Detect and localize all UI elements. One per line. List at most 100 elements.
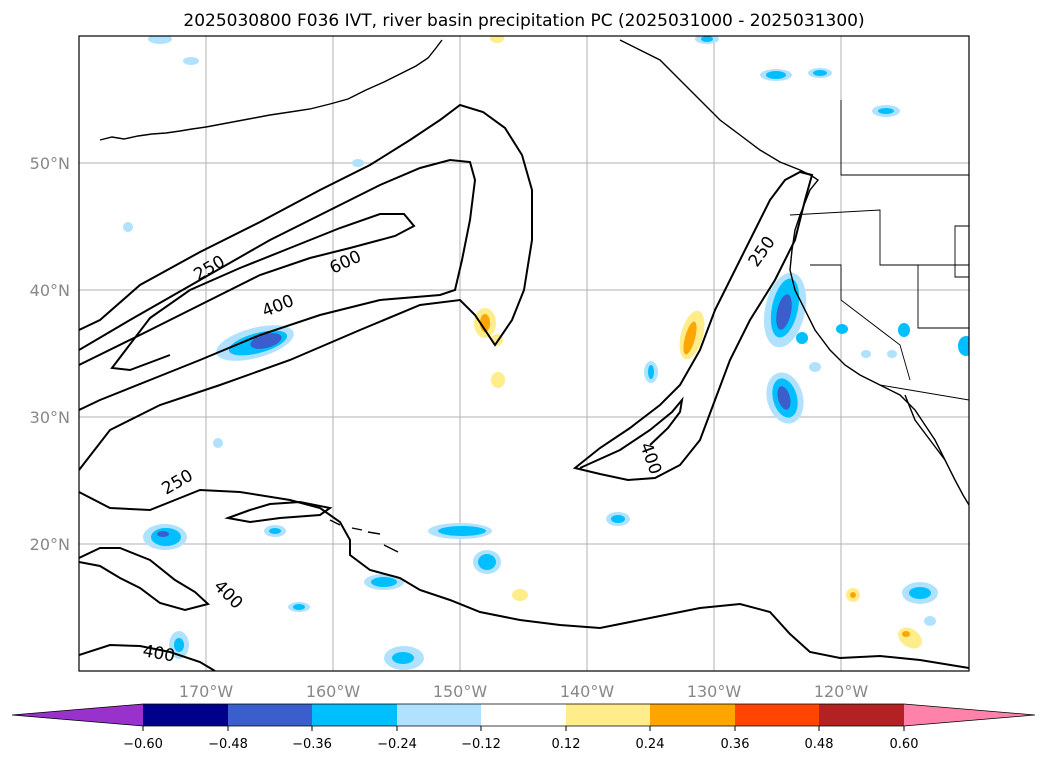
lon-label: 160°W xyxy=(306,682,361,701)
colorbar-tick-label: −0.12 xyxy=(461,737,501,752)
pc-blob xyxy=(478,554,496,570)
ivt-contour-250 xyxy=(79,103,533,471)
pc-blob xyxy=(611,515,625,523)
ivt-contour-600 xyxy=(79,213,416,372)
mexico-border xyxy=(879,384,969,401)
colorbar-bin xyxy=(566,704,650,726)
precip-pc-shading xyxy=(123,36,969,670)
colorbar-tick-label: −0.48 xyxy=(208,737,248,752)
pc-blob xyxy=(352,159,364,167)
lat-label: 30°N xyxy=(30,408,70,427)
lon-label: 120°W xyxy=(814,682,869,701)
colorbar-tick-label: 0.48 xyxy=(805,737,834,752)
ivt-contour-400-south xyxy=(79,547,211,612)
pc-blob xyxy=(293,604,305,610)
pc-blob-positive xyxy=(512,589,528,601)
pc-blob-positive xyxy=(491,372,505,388)
lat-labels: 50°N 40°N 30°N 20°N xyxy=(30,154,70,554)
pc-blob xyxy=(958,336,969,356)
ivt-contours xyxy=(79,103,969,671)
colorbar-bin xyxy=(143,704,228,726)
ivt-contour-400-east xyxy=(579,396,684,469)
colorbar-tick-labels: −0.60 −0.48 −0.36 −0.24 −0.12 0.12 0.24 … xyxy=(123,737,918,752)
pc-blob xyxy=(777,386,791,410)
colorbar-bin xyxy=(312,704,397,726)
colorbar-extend-high xyxy=(904,704,1035,726)
hawaii-islands xyxy=(329,519,399,553)
lon-label: 140°W xyxy=(560,682,615,701)
colorbar-tick-label: −0.24 xyxy=(377,737,417,752)
pc-blob xyxy=(836,324,848,334)
state-border xyxy=(789,209,969,266)
pc-blob xyxy=(898,323,910,337)
colorbar-tick-label: 0.24 xyxy=(636,737,665,752)
lat-label: 40°N xyxy=(30,281,70,300)
ivt-contour-250-east xyxy=(572,170,814,482)
ivt-contour-250-south xyxy=(79,488,969,669)
pc-blob xyxy=(148,36,172,44)
state-border xyxy=(810,264,911,381)
pc-blob xyxy=(701,36,713,42)
ivt-contour-400-bottom xyxy=(79,643,216,671)
pc-blob-positive xyxy=(902,631,910,637)
pc-blob xyxy=(371,577,397,587)
map-background xyxy=(79,36,969,671)
canada-us-border xyxy=(840,100,969,176)
pc-blob xyxy=(123,222,133,232)
colorbar-tick-label: 0.60 xyxy=(890,737,919,752)
ivt-contour-250-islands xyxy=(224,500,333,524)
lat-label: 20°N xyxy=(30,535,70,554)
lon-labels: 170°W 160°W 150°W 140°W 130°W 120°W xyxy=(179,682,869,701)
pc-blob xyxy=(796,332,808,344)
graticule xyxy=(79,36,969,671)
colorbar-tick-label: 0.36 xyxy=(721,737,750,752)
pc-blob xyxy=(809,362,821,372)
colorbar-bin xyxy=(228,704,312,726)
state-border xyxy=(917,265,969,329)
pc-blob-positive xyxy=(850,592,856,598)
ivt-contour-400 xyxy=(79,158,477,411)
pc-blob xyxy=(174,638,184,652)
colorbar-tick-label: −0.60 xyxy=(123,737,163,752)
coastlines xyxy=(99,39,969,553)
pc-blob xyxy=(878,108,894,114)
colorbar-extend-low xyxy=(12,704,143,726)
aleutian-coast xyxy=(99,39,443,141)
lon-label: 130°W xyxy=(687,682,742,701)
colorbar-bin xyxy=(735,704,819,726)
pc-blob xyxy=(157,531,169,537)
pc-blob xyxy=(924,616,936,626)
map-frame xyxy=(78,35,970,672)
pc-blob xyxy=(183,57,199,65)
chart-title: 2025030800 F036 IVT, river basin precipi… xyxy=(183,11,864,31)
colorbar-ticks xyxy=(142,726,905,731)
pc-blob xyxy=(648,365,654,379)
pc-blob xyxy=(887,350,897,358)
pc-blob xyxy=(269,528,281,534)
pc-blob-positive xyxy=(490,36,504,43)
baja-coast xyxy=(904,394,946,461)
lon-label: 170°W xyxy=(179,682,234,701)
lat-label: 50°N xyxy=(30,154,70,173)
colorbar-tick-label: −0.36 xyxy=(292,737,332,752)
pc-blob xyxy=(909,587,931,599)
pc-blob xyxy=(392,652,414,664)
pc-blob xyxy=(151,528,181,546)
colorbar-bin xyxy=(397,704,481,726)
pc-blob xyxy=(776,294,792,330)
north-america-coast xyxy=(619,39,969,506)
colorbar-bin xyxy=(819,704,904,726)
colorbar: −0.60 −0.48 −0.36 −0.24 −0.12 0.12 0.24 … xyxy=(11,703,1036,752)
pc-blob-positive xyxy=(683,321,697,355)
map-panel: 250 600 400 250 400 250 400 400 xyxy=(78,35,970,672)
pc-blob xyxy=(813,70,827,76)
pc-blob xyxy=(766,71,786,79)
state-border xyxy=(954,225,969,278)
pc-blob xyxy=(438,526,486,536)
pc-blob xyxy=(213,438,223,448)
lon-label: 150°W xyxy=(433,682,488,701)
pc-blob xyxy=(861,350,871,358)
colorbar-bin xyxy=(650,704,735,726)
colorbar-tick-label: 0.12 xyxy=(552,737,581,752)
